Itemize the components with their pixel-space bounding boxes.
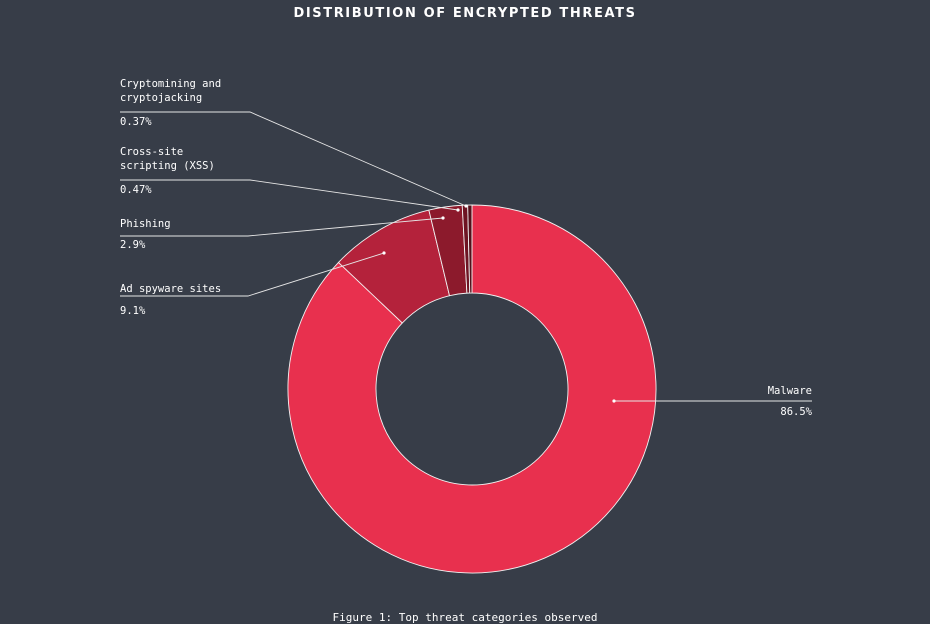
slices-layer <box>287 204 657 574</box>
leader-dot <box>441 216 445 220</box>
slice-value-label: 2.9% <box>120 239 146 251</box>
chart-title: DISTRIBUTION OF ENCRYPTED THREATS <box>293 6 637 21</box>
leader-dot <box>382 251 386 255</box>
slice-value-label: 0.37% <box>120 116 152 128</box>
label-cryptomining-and-cryptojacking: Cryptomining and cryptojacking 0.37% <box>120 78 468 208</box>
slice-name: cryptojacking <box>120 92 202 104</box>
slice-value-label: 0.47% <box>120 184 152 196</box>
leader-dot <box>464 204 468 208</box>
slice-name: scripting (XSS) <box>120 160 215 172</box>
leader-line <box>120 252 385 297</box>
leader-dot <box>456 208 460 212</box>
leader-line <box>120 217 444 237</box>
slice-name: Malware <box>768 385 812 397</box>
slice-value-label: 9.1% <box>120 305 146 317</box>
label-phishing: Phishing 2.9% <box>120 216 445 251</box>
slice-name: Cross-site <box>120 146 183 158</box>
leader-dot <box>612 399 616 403</box>
slice-name: Phishing <box>120 218 171 230</box>
slice-malware <box>287 204 657 574</box>
label-malware: Malware 86.5% <box>612 385 813 418</box>
slice-name: Ad spyware sites <box>120 283 221 295</box>
labels-layer: Malware 86.5% Ad spyware sites 9.1% Phishing… <box>120 78 813 418</box>
slice-name: Cryptomining and <box>120 78 221 90</box>
slice-cryptomining-and-cryptojacking <box>467 204 473 294</box>
leader-line <box>120 179 459 211</box>
label-cross-site-scripting-xss: Cross-site scripting (XSS) 0.47% <box>120 146 460 212</box>
leader-line <box>120 111 467 207</box>
label-ad-spyware-sites: Ad spyware sites 9.1% <box>120 251 386 317</box>
chart-caption: Figure 1: Top threat categories observed <box>332 611 598 624</box>
slice-value-label: 86.5% <box>780 406 812 418</box>
